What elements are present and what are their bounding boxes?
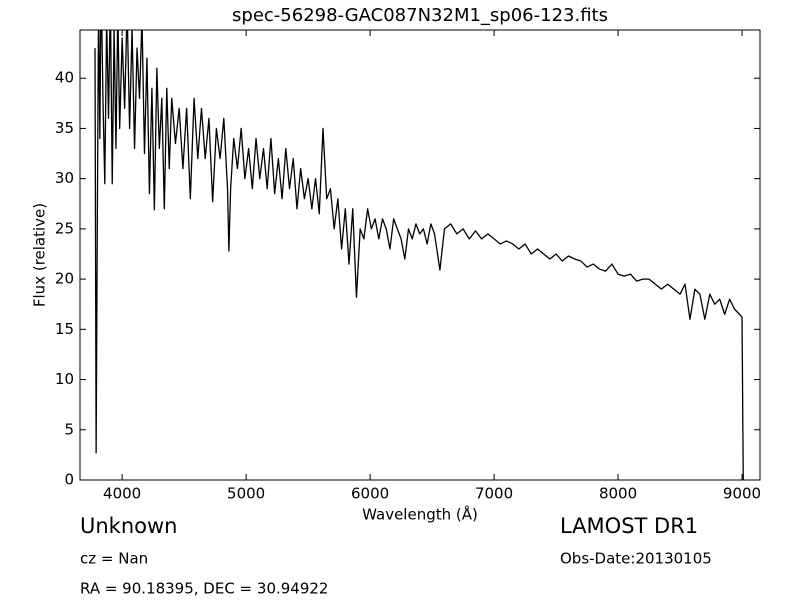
- annotation: LAMOST DR1: [560, 514, 698, 538]
- y-tick-label: 0: [64, 471, 74, 489]
- spectrum-line: [94, 30, 744, 480]
- y-tick-label: 5: [64, 420, 74, 438]
- x-tick-label: 5000: [227, 485, 265, 503]
- x-tick-label: 6000: [351, 485, 389, 503]
- y-tick-label: 20: [55, 270, 74, 288]
- y-tick-label: 30: [55, 169, 74, 187]
- chart-title: spec-56298-GAC087N32M1_sp06-123.fits: [232, 5, 608, 26]
- y-tick-label: 15: [55, 320, 74, 338]
- x-tick-label: 7000: [475, 485, 513, 503]
- annotation: Unknown: [80, 514, 177, 538]
- x-tick-label: 9000: [723, 485, 761, 503]
- plot-frame: [79, 29, 761, 481]
- y-tick-label: 35: [55, 119, 74, 137]
- annotation: RA = 90.18395, DEC = 30.94922: [80, 580, 328, 598]
- annotation: cz = Nan: [80, 550, 148, 568]
- x-axis-label: Wavelength (Å): [362, 505, 478, 524]
- x-tick-label: 4000: [103, 485, 141, 503]
- y-tick-label: 25: [55, 219, 74, 237]
- y-tick-label: 10: [55, 370, 74, 388]
- y-tick-label: 40: [55, 69, 74, 87]
- annotation: Obs-Date:20130105: [560, 550, 712, 568]
- x-tick-label: 8000: [599, 485, 637, 503]
- plot-area: [94, 30, 744, 480]
- y-axis-label: Flux (relative): [31, 203, 49, 307]
